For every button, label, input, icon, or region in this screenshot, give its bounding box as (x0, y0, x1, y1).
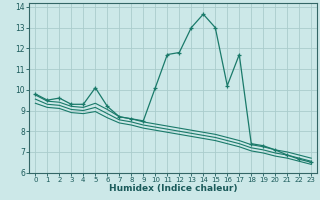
X-axis label: Humidex (Indice chaleur): Humidex (Indice chaleur) (109, 184, 237, 193)
